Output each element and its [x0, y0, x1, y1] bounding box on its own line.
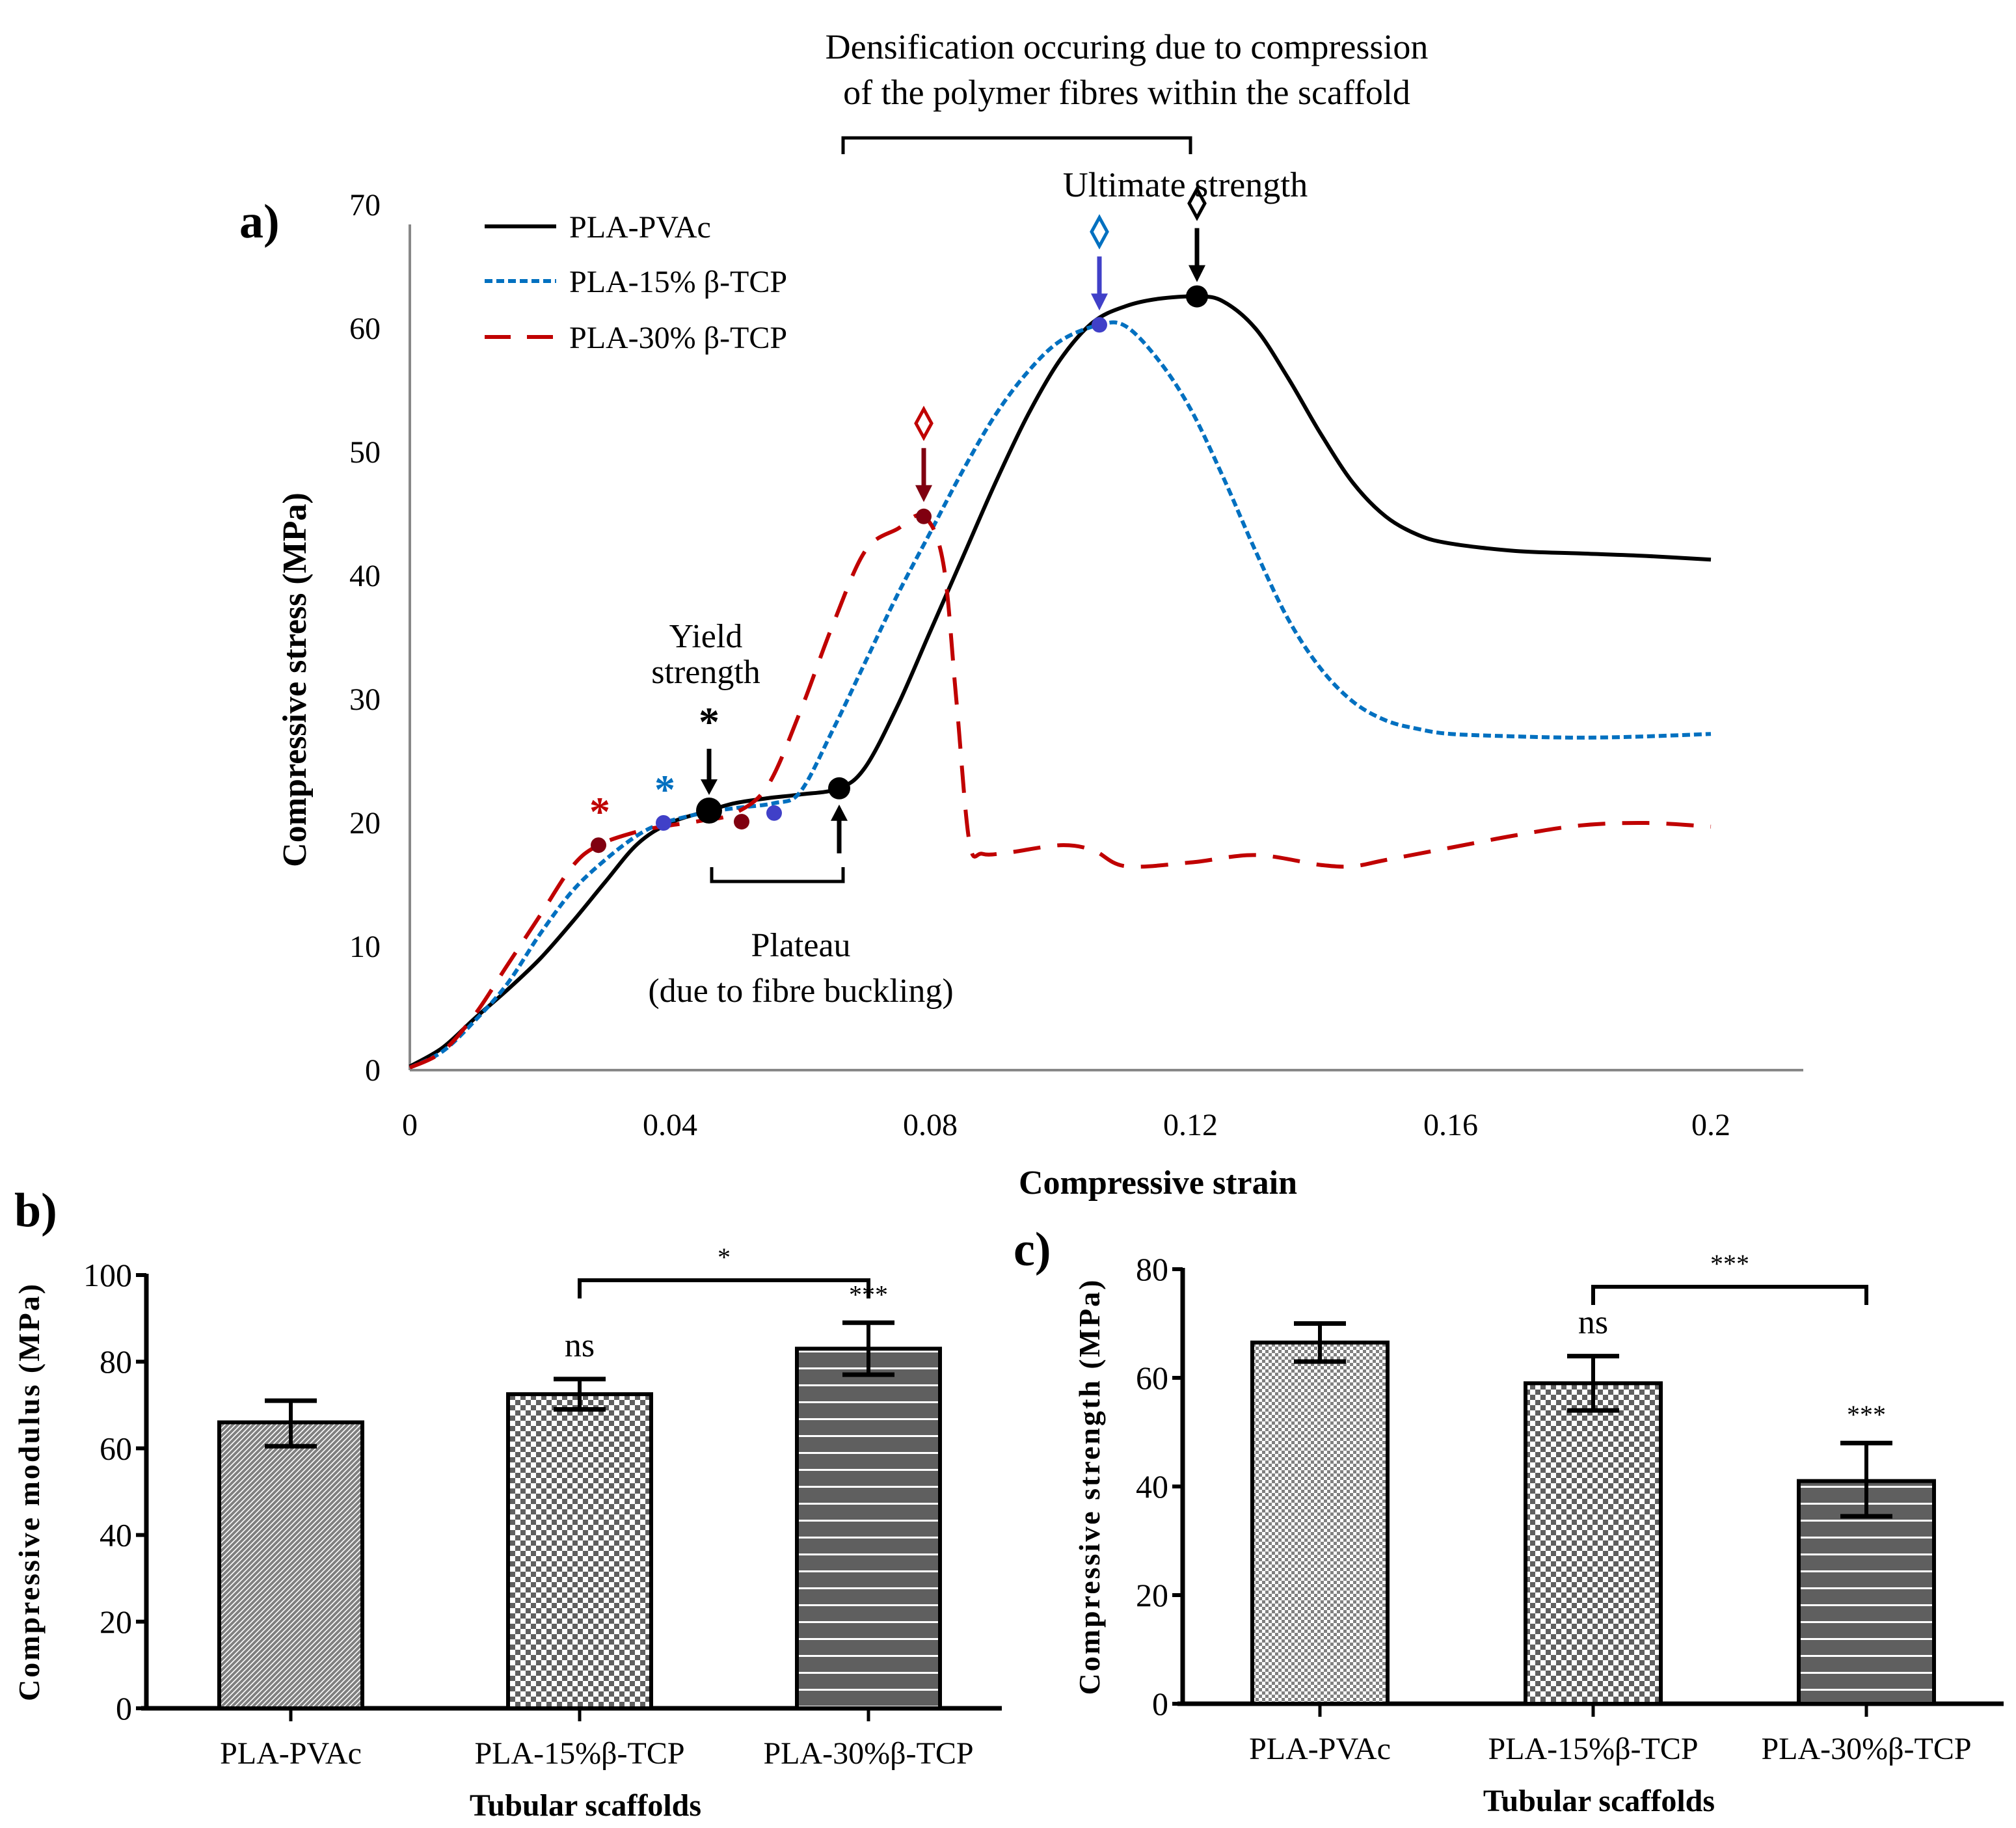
- x-tick-label-a: 0.08: [903, 1108, 958, 1142]
- y-tick-label-a: 60: [349, 312, 381, 346]
- panel-label-a: a): [239, 195, 280, 249]
- c-category-label: PLA-30%β-TCP: [1761, 1732, 1971, 1766]
- yield-asterisk-icon: *: [589, 788, 610, 835]
- plateau-end-marker: [734, 814, 749, 830]
- panel-c-strength-bar-chart: c) 0 20 40 60 80 Compressive strength (MPa) PL…: [1014, 1223, 2004, 1818]
- c-x-axis-label: Tubular scaffolds: [1483, 1784, 1715, 1818]
- y-tick-label-a: 20: [349, 806, 381, 840]
- yield-arrow-head-icon: [701, 779, 718, 795]
- ultimate-arrow-head-icon: [1189, 265, 1205, 282]
- ultimate-strength-marker: [1186, 285, 1208, 308]
- series-line-pla-pvac: [409, 294, 1712, 1068]
- ultimate-strength-marker: [1092, 317, 1107, 333]
- yield-asterisk-icon: *: [699, 699, 719, 745]
- yield-point-marker: [591, 837, 606, 854]
- panel-label-c: c): [1014, 1223, 1051, 1276]
- plateau-label-line2: (due to fibre buckling): [648, 973, 953, 1010]
- b-x-axis-label: Tubular scaffolds: [470, 1788, 701, 1823]
- yield-strength-label-line2: strength: [651, 654, 760, 691]
- c-y-tick-label: 60: [1136, 1360, 1168, 1396]
- c-y-tick-label: 80: [1136, 1251, 1168, 1287]
- legend-label-30: PLA-30% β-TCP: [569, 321, 787, 355]
- y-tick-label-a: 50: [349, 435, 381, 470]
- series-line-pla-30-tcp: [409, 513, 1712, 1069]
- plateau-end-marker: [828, 777, 850, 800]
- ultimate-diamond-icon: [1090, 214, 1109, 250]
- ultimate-arrow-head-icon: [1091, 293, 1108, 311]
- c-y-tick-label: 0: [1152, 1686, 1168, 1722]
- series-line-pla-15-tcp: [409, 320, 1712, 1069]
- panel-label-b: b): [14, 1184, 57, 1237]
- densification-annotation-line1: Densification occuring due to compressio…: [826, 27, 1429, 66]
- c-significance-label: ns: [1578, 1304, 1608, 1341]
- x-axis-label-a: Compressive strain: [1019, 1164, 1297, 1202]
- ultimate-diamond-icon: [1187, 185, 1207, 221]
- b-category-label: PLA-15%β-TCP: [474, 1736, 684, 1771]
- c-comparison-bracket: [1591, 1285, 1868, 1305]
- panel-a-stress-strain-chart: a) Densification occuring due to compres…: [239, 27, 1803, 1202]
- c-significance-label: ***: [1847, 1400, 1886, 1429]
- b-y-axis-label: Compressive modulus (MPa): [12, 1282, 46, 1701]
- y-tick-label-a: 30: [349, 682, 381, 717]
- b-y-tick-label: 0: [116, 1690, 132, 1727]
- c-category-label: PLA-15%β-TCP: [1488, 1732, 1698, 1766]
- b-bar: [795, 1347, 942, 1710]
- y-tick-label-a: 10: [349, 930, 381, 964]
- yield-asterisk-icon: *: [654, 766, 675, 813]
- plateau-label-line1: Plateau: [751, 927, 850, 964]
- b-bar: [217, 1420, 364, 1710]
- x-tick-label-a: 0: [402, 1108, 418, 1142]
- plateau-arrow-head-icon: [831, 804, 848, 821]
- y-tick-label-a: 70: [349, 188, 381, 222]
- b-significance-label: ns: [565, 1327, 595, 1364]
- ultimate-strength-marker: [916, 508, 932, 524]
- legend-label-15: PLA-15% β-TCP: [569, 265, 787, 299]
- y-axis-label-a: Compressive stress (MPa): [276, 492, 314, 867]
- c-y-tick-label: 40: [1136, 1468, 1168, 1505]
- c-bar: [1797, 1479, 1936, 1706]
- c-category-label: PLA-PVAc: [1249, 1732, 1391, 1766]
- x-tick-label-a: 0.16: [1423, 1108, 1478, 1142]
- plateau-end-marker: [766, 805, 782, 821]
- legend-a: PLA-PVAc PLA-15% β-TCP PLA-30% β-TCP: [485, 210, 787, 355]
- b-y-tick-label: 100: [83, 1257, 132, 1293]
- legend-label-pvac: PLA-PVAc: [569, 210, 711, 245]
- y-tick-label-a: 40: [349, 559, 381, 593]
- b-y-tick-label: 20: [100, 1604, 132, 1640]
- b-comparison-label: *: [718, 1243, 731, 1272]
- b-y-tick-label: 60: [100, 1430, 132, 1466]
- x-tick-label-a: 0.04: [643, 1108, 697, 1142]
- y-tick-label-a: 0: [365, 1053, 381, 1088]
- ultimate-diamond-icon: [914, 405, 934, 442]
- b-y-tick-label: 80: [100, 1343, 132, 1380]
- plateau-bracket: [710, 867, 845, 883]
- b-comparison-bracket: [578, 1278, 870, 1298]
- b-bar: [506, 1392, 653, 1710]
- x-tick-label-a: 0.12: [1163, 1108, 1218, 1142]
- c-y-axis-label: Compressive strength (MPa): [1073, 1278, 1106, 1695]
- ultimate-strength-label: Ultimate strength: [1063, 165, 1308, 204]
- c-bar: [1524, 1381, 1663, 1706]
- yield-point-marker: [696, 798, 722, 824]
- b-category-label: PLA-PVAc: [220, 1736, 362, 1771]
- panel-b-modulus-bar-chart: b) 0 20 40 60 80 100 Compressive modulus (MPa)…: [12, 1184, 1002, 1823]
- densification-bracket: [841, 136, 1192, 154]
- ultimate-arrow-head-icon: [915, 485, 932, 502]
- yield-point-marker: [656, 815, 671, 831]
- densification-annotation-line2: of the polymer fibres within the scaffol…: [843, 73, 1410, 112]
- x-tick-label-a: 0.2: [1691, 1108, 1730, 1142]
- yield-strength-label-line1: Yield: [669, 618, 743, 655]
- c-comparison-label: ***: [1710, 1249, 1749, 1278]
- c-y-tick-label: 20: [1136, 1577, 1168, 1613]
- c-bar: [1250, 1340, 1390, 1706]
- b-category-label: PLA-30%β-TCP: [763, 1736, 973, 1771]
- b-y-tick-label: 40: [100, 1517, 132, 1553]
